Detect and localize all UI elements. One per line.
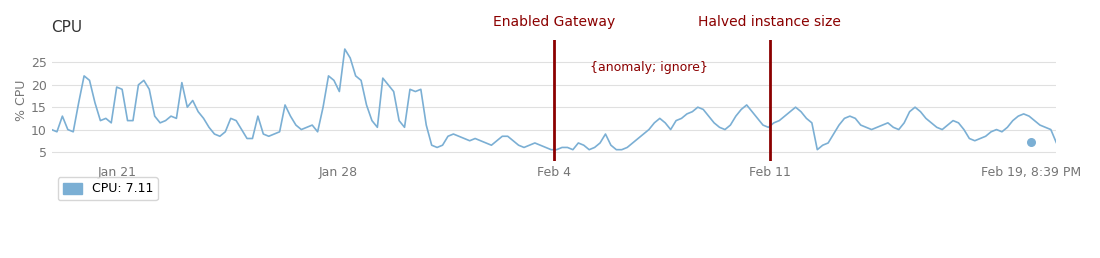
Point: [1022, 140, 1040, 144]
Text: Enabled Gateway: Enabled Gateway: [493, 15, 615, 29]
Y-axis label: % CPU: % CPU: [15, 80, 28, 121]
Text: CPU: CPU: [52, 20, 82, 35]
Legend: CPU: 7.11: CPU: 7.11: [58, 178, 158, 200]
Text: Halved instance size: Halved instance size: [698, 15, 842, 29]
Text: {anomaly; ignore}: {anomaly; ignore}: [591, 61, 708, 74]
